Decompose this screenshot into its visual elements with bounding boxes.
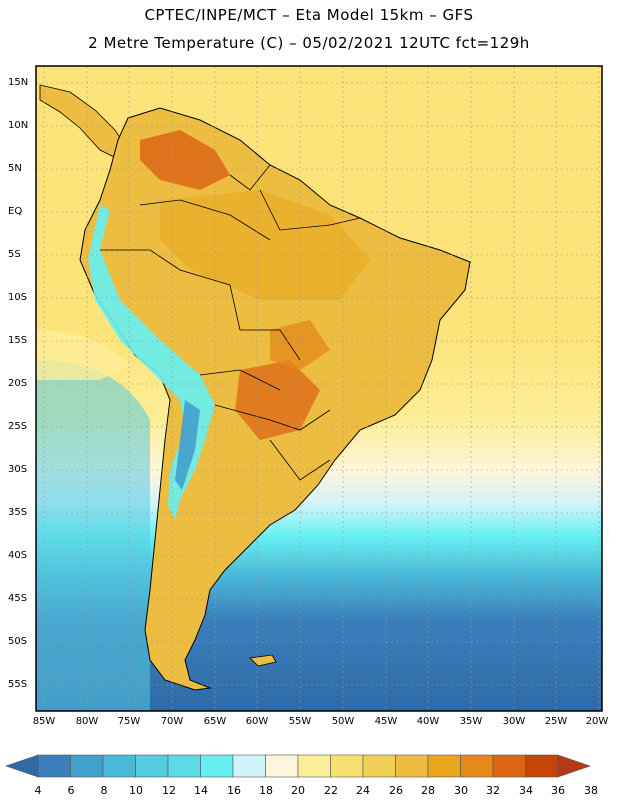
colorbar-label: 8 (100, 784, 108, 797)
pacific-mild-zone (36, 330, 130, 380)
lat-label-10s: 10S (8, 292, 28, 303)
lon-label-80w: 80W (75, 716, 99, 727)
lat-label-eq: EQ (8, 206, 23, 217)
pacific-cool-zone (36, 360, 150, 711)
lon-label-85w: 85W (32, 716, 56, 727)
colorbar-arrow-high (557, 754, 591, 778)
colorbar-swatch (200, 754, 234, 778)
chart-title-line2: 2 Metre Temperature (C) – 05/02/2021 12U… (88, 34, 530, 52)
lon-label-60w: 60W (245, 716, 269, 727)
colorbar (5, 754, 591, 778)
lat-label-5s: 5S (8, 249, 21, 260)
lat-label-20s: 20S (8, 378, 28, 389)
lon-label-30w: 30W (502, 716, 526, 727)
lon-label-70w: 70W (160, 716, 184, 727)
colorbar-label: 6 (67, 784, 75, 797)
colorbar-swatch (362, 754, 396, 778)
colorbar-swatch (492, 754, 526, 778)
hot-zone-paraguay (235, 360, 320, 440)
colorbar-label: 16 (227, 784, 241, 797)
colorbar-swatch (37, 754, 71, 778)
country-borders (100, 164, 361, 481)
lon-label-75w: 75W (117, 716, 141, 727)
colorbar-swatch (297, 754, 331, 778)
lon-label-50w: 50W (331, 716, 355, 727)
lat-label-35s: 35S (8, 507, 28, 518)
colorbar-swatch (265, 754, 299, 778)
colorbar-swatch (460, 754, 494, 778)
colorbar-swatch (427, 754, 461, 778)
colorbar-label: 4 (34, 784, 42, 797)
lon-label-20w: 20W (585, 716, 609, 727)
colorbar-label: 28 (421, 784, 435, 797)
lon-label-55w: 55W (288, 716, 312, 727)
lat-label-45s: 45S (8, 593, 28, 604)
colorbar-swatch (525, 754, 559, 778)
lat-label-5n: 5N (8, 163, 22, 174)
colorbar-label: 24 (356, 784, 370, 797)
graticule (36, 66, 602, 711)
colorbar-label: 22 (324, 784, 338, 797)
colorbar-swatch (395, 754, 429, 778)
colorbar-label: 18 (259, 784, 273, 797)
lon-label-25w: 25W (544, 716, 568, 727)
lon-label-65w: 65W (203, 716, 227, 727)
colorbar-swatch (330, 754, 364, 778)
falkland-islands (249, 654, 277, 667)
hot-zone-venezuela (140, 130, 230, 190)
lat-label-10n: 10N (8, 120, 29, 131)
lat-label-15n: 15N (8, 77, 29, 88)
colorbar-label: 34 (519, 784, 533, 797)
lat-label-55s: 55S (8, 679, 28, 690)
colorbar-swatch (232, 754, 266, 778)
colorbar-label: 32 (486, 784, 500, 797)
colorbar-label: 10 (129, 784, 143, 797)
map-frame (35, 65, 603, 712)
colorbar-label: 12 (162, 784, 176, 797)
colorbar-arrow-low (5, 754, 39, 778)
colorbar-label: 38 (584, 784, 598, 797)
lat-label-50s: 50S (8, 636, 28, 647)
lat-label-30s: 30S (8, 464, 28, 475)
lat-label-15s: 15S (8, 335, 28, 346)
warm-zone-amazon (160, 190, 370, 300)
colorbar-swatch (70, 754, 104, 778)
colorbar-label: 30 (454, 784, 468, 797)
colorbar-label: 36 (551, 784, 565, 797)
chart-title-line1: CPTEC/INPE/MCT – Eta Model 15km – GFS (144, 6, 474, 24)
lat-label-40s: 40S (8, 550, 28, 561)
colorbar-label: 20 (291, 784, 305, 797)
colorbar-swatch (135, 754, 169, 778)
colorbar-swatch (167, 754, 201, 778)
colorbar-label: 26 (389, 784, 403, 797)
lon-label-45w: 45W (374, 716, 398, 727)
andes-coldest-zone (175, 400, 200, 490)
hot-zone-mato-grosso (270, 320, 330, 370)
colorbar-swatch (102, 754, 136, 778)
lat-label-25s: 25S (8, 421, 28, 432)
colorbar-label: 14 (194, 784, 208, 797)
lon-label-40w: 40W (416, 716, 440, 727)
lon-label-35w: 35W (459, 716, 483, 727)
